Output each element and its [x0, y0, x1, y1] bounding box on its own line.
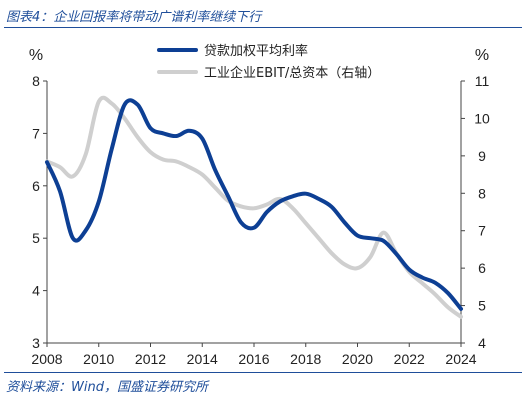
title-rule	[4, 27, 522, 28]
x-tick-label: 2022	[394, 351, 425, 367]
series-line-1	[45, 98, 463, 311]
chart-series	[45, 95, 463, 319]
source-rule	[4, 372, 522, 373]
right-tick-label: 6	[478, 260, 486, 276]
x-tick-label: 2010	[83, 351, 114, 367]
legend-label-2: 工业企业EBIT/总资本（右轴）	[204, 65, 380, 81]
x-tick-label: 2018	[290, 351, 321, 367]
series-line-2	[45, 95, 463, 319]
right-tick-label: 9	[478, 148, 486, 164]
right-tick-label: 10	[474, 110, 490, 126]
left-tick-label: 4	[32, 283, 40, 299]
x-tick-label: 2024	[445, 351, 476, 367]
x-tick-label: 2008	[31, 351, 62, 367]
legend-label-1: 贷款加权平均利率	[204, 43, 308, 59]
left-tick-label: 5	[32, 230, 40, 246]
left-tick-label: 7	[32, 125, 40, 141]
right-tick-label: 4	[478, 335, 486, 351]
right-tick-label: 8	[478, 185, 486, 201]
x-tick-label: 2016	[238, 351, 269, 367]
source-note: 资料来源：Wind，国盛证券研究所	[6, 380, 208, 395]
x-tick-label: 2014	[187, 351, 218, 367]
figure-title: 图表4：企业回报率将带动广谱利率继续下行	[6, 10, 262, 25]
left-tick-label: 8	[32, 73, 40, 89]
left-tick-label: 6	[32, 178, 40, 194]
right-tick-label: 7	[478, 223, 486, 239]
right-axis-unit: %	[475, 47, 489, 64]
left-tick-label: 3	[32, 335, 40, 351]
chart-axes: % % 3 4 5 6 7 8 4 5 6 7 8 9 10 11 2008 2010 2012 2014 2016 20…	[29, 47, 490, 367]
x-tick-label: 2020	[342, 351, 373, 367]
left-axis-unit: %	[29, 47, 43, 64]
x-tick-label: 2012	[135, 351, 166, 367]
right-tick-label: 11	[475, 73, 490, 89]
right-tick-label: 5	[478, 298, 486, 314]
